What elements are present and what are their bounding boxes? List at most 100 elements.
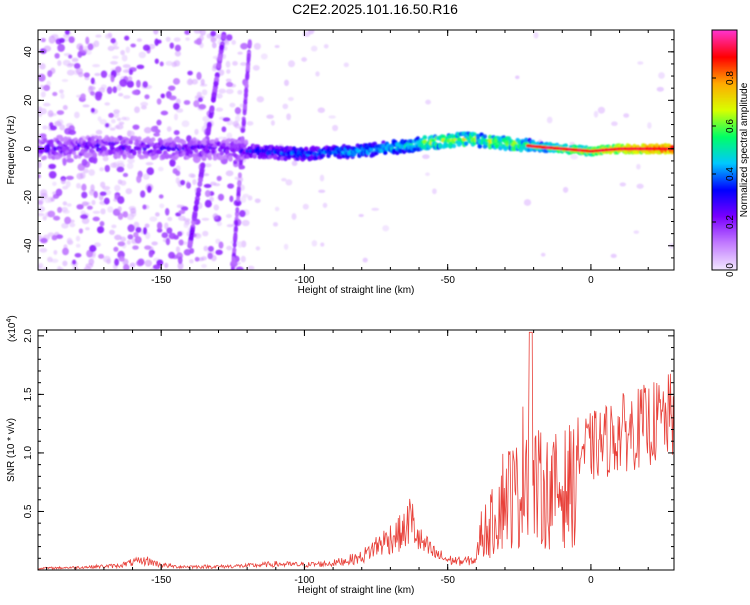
heatmap-cell: [252, 65, 260, 71]
heatmap-cell: [304, 146, 309, 151]
colorbar-band: [712, 249, 737, 251]
heatmap-cell: [234, 107, 242, 115]
colorbar-band: [712, 234, 737, 236]
heatmap-cell: [102, 146, 108, 152]
heatmap-cell: [68, 36, 75, 44]
heatmap-cell: [137, 149, 142, 155]
heatmap-cell: [203, 245, 209, 252]
heatmap-cell: [103, 197, 110, 205]
colorbar-gradient: [712, 30, 737, 271]
heatmap-cell: [229, 102, 236, 108]
top-y-axis: -40 -20 0 20 40: [23, 39, 674, 271]
colorbar-band: [712, 154, 737, 156]
heatmap-cell: [164, 262, 169, 269]
heatmap-cell: [222, 117, 231, 122]
heatmap-cell: [253, 42, 261, 50]
colorbar-band: [712, 221, 737, 223]
heatmap-cell: [159, 139, 164, 145]
heatmap-cell: [204, 199, 212, 208]
colorbar-band: [712, 127, 737, 129]
heatmap-cell: [68, 54, 73, 59]
heatmap-cell: [62, 157, 67, 166]
colorbar-band: [712, 102, 737, 104]
heatmap-cell: [115, 123, 124, 130]
heatmap-cell: [570, 154, 579, 160]
heatmap-cell: [122, 211, 129, 218]
colorbar-band: [712, 139, 737, 141]
heatmap-cell: [142, 143, 147, 148]
heatmap-cell: [136, 38, 143, 42]
heatmap-cell: [371, 207, 380, 211]
top-x-axis-label: Height of straight line (km): [298, 285, 415, 296]
colorbar-band: [712, 203, 737, 205]
colorbar-band: [712, 70, 737, 72]
heatmap-cell: [57, 60, 62, 67]
heatmap-cell: [92, 216, 100, 222]
colorbar-band: [712, 163, 737, 165]
heatmap-cell: [66, 154, 72, 159]
colorbar-band: [712, 125, 737, 127]
heatmap-cell: [149, 216, 158, 222]
colorbar-band: [712, 75, 737, 77]
colorbar-band: [712, 201, 737, 203]
snr-panel: -150 -100 -50 0 0.5 1.0 1.5 2.0 Height of stra…: [6, 315, 675, 596]
colorbar-band: [712, 253, 737, 255]
heatmap-cell: [122, 64, 131, 69]
heatmap-cell: [99, 167, 105, 172]
x-tick-label: -150: [151, 275, 171, 286]
heatmap-cell: [51, 155, 56, 160]
heatmap-cell: [328, 115, 337, 119]
heatmap-cell: [233, 234, 238, 241]
colorbar-band: [712, 228, 737, 230]
heatmap-cell: [166, 227, 173, 234]
heatmap-cell: [49, 139, 54, 144]
heatmap-cell: [83, 266, 92, 270]
top-y-axis-label: Frequency (Hz): [6, 116, 17, 185]
colorbar-band: [712, 146, 737, 148]
colorbar-band: [712, 186, 737, 188]
heatmap-cell: [247, 41, 252, 48]
colorbar-band: [712, 78, 737, 80]
heatmap-cell: [114, 258, 120, 266]
heatmap-cell: [619, 182, 627, 187]
colorbar-band: [712, 171, 737, 173]
colorbar-band: [712, 183, 737, 185]
heatmap-cell: [155, 212, 160, 217]
colorbar-band: [712, 55, 737, 57]
heatmap-cell: [189, 259, 194, 264]
heatmap-cell: [145, 144, 151, 149]
heatmap-cell: [136, 79, 141, 88]
colorbar-band: [712, 147, 737, 149]
heatmap-cell: [341, 154, 347, 159]
heatmap-cell: [215, 107, 224, 112]
colorbar-band: [712, 205, 737, 207]
heatmap-cell: [55, 188, 63, 197]
heatmap-cell: [142, 81, 148, 88]
colorbar-band: [712, 181, 737, 183]
colorbar-band: [712, 60, 737, 62]
heatmap-cell: [38, 174, 41, 179]
colorbar-band: [712, 219, 737, 221]
heatmap-cell: [47, 256, 53, 263]
heatmap-cell: [562, 186, 569, 193]
heatmap-cell: [381, 140, 386, 145]
heatmap-cell: [40, 38, 46, 43]
colorbar-band: [712, 84, 737, 86]
heatmap-cell: [48, 35, 56, 44]
colorbar-band: [712, 67, 737, 69]
heatmap-cell: [194, 256, 200, 262]
colorbar-band: [712, 136, 737, 138]
heatmap-cell: [56, 110, 65, 115]
colorbar-band: [712, 113, 737, 115]
heatmap-cell: [248, 152, 254, 158]
colorbar-band: [712, 112, 737, 114]
heatmap-cell: [200, 150, 206, 156]
colorbar-band: [712, 46, 737, 48]
heatmap-cell: [125, 46, 131, 54]
colorbar-band: [712, 57, 737, 59]
heatmap-cell: [204, 190, 211, 198]
heatmap-cell: [178, 215, 186, 221]
heatmap-cell: [60, 93, 65, 100]
colorbar-band: [712, 79, 737, 81]
